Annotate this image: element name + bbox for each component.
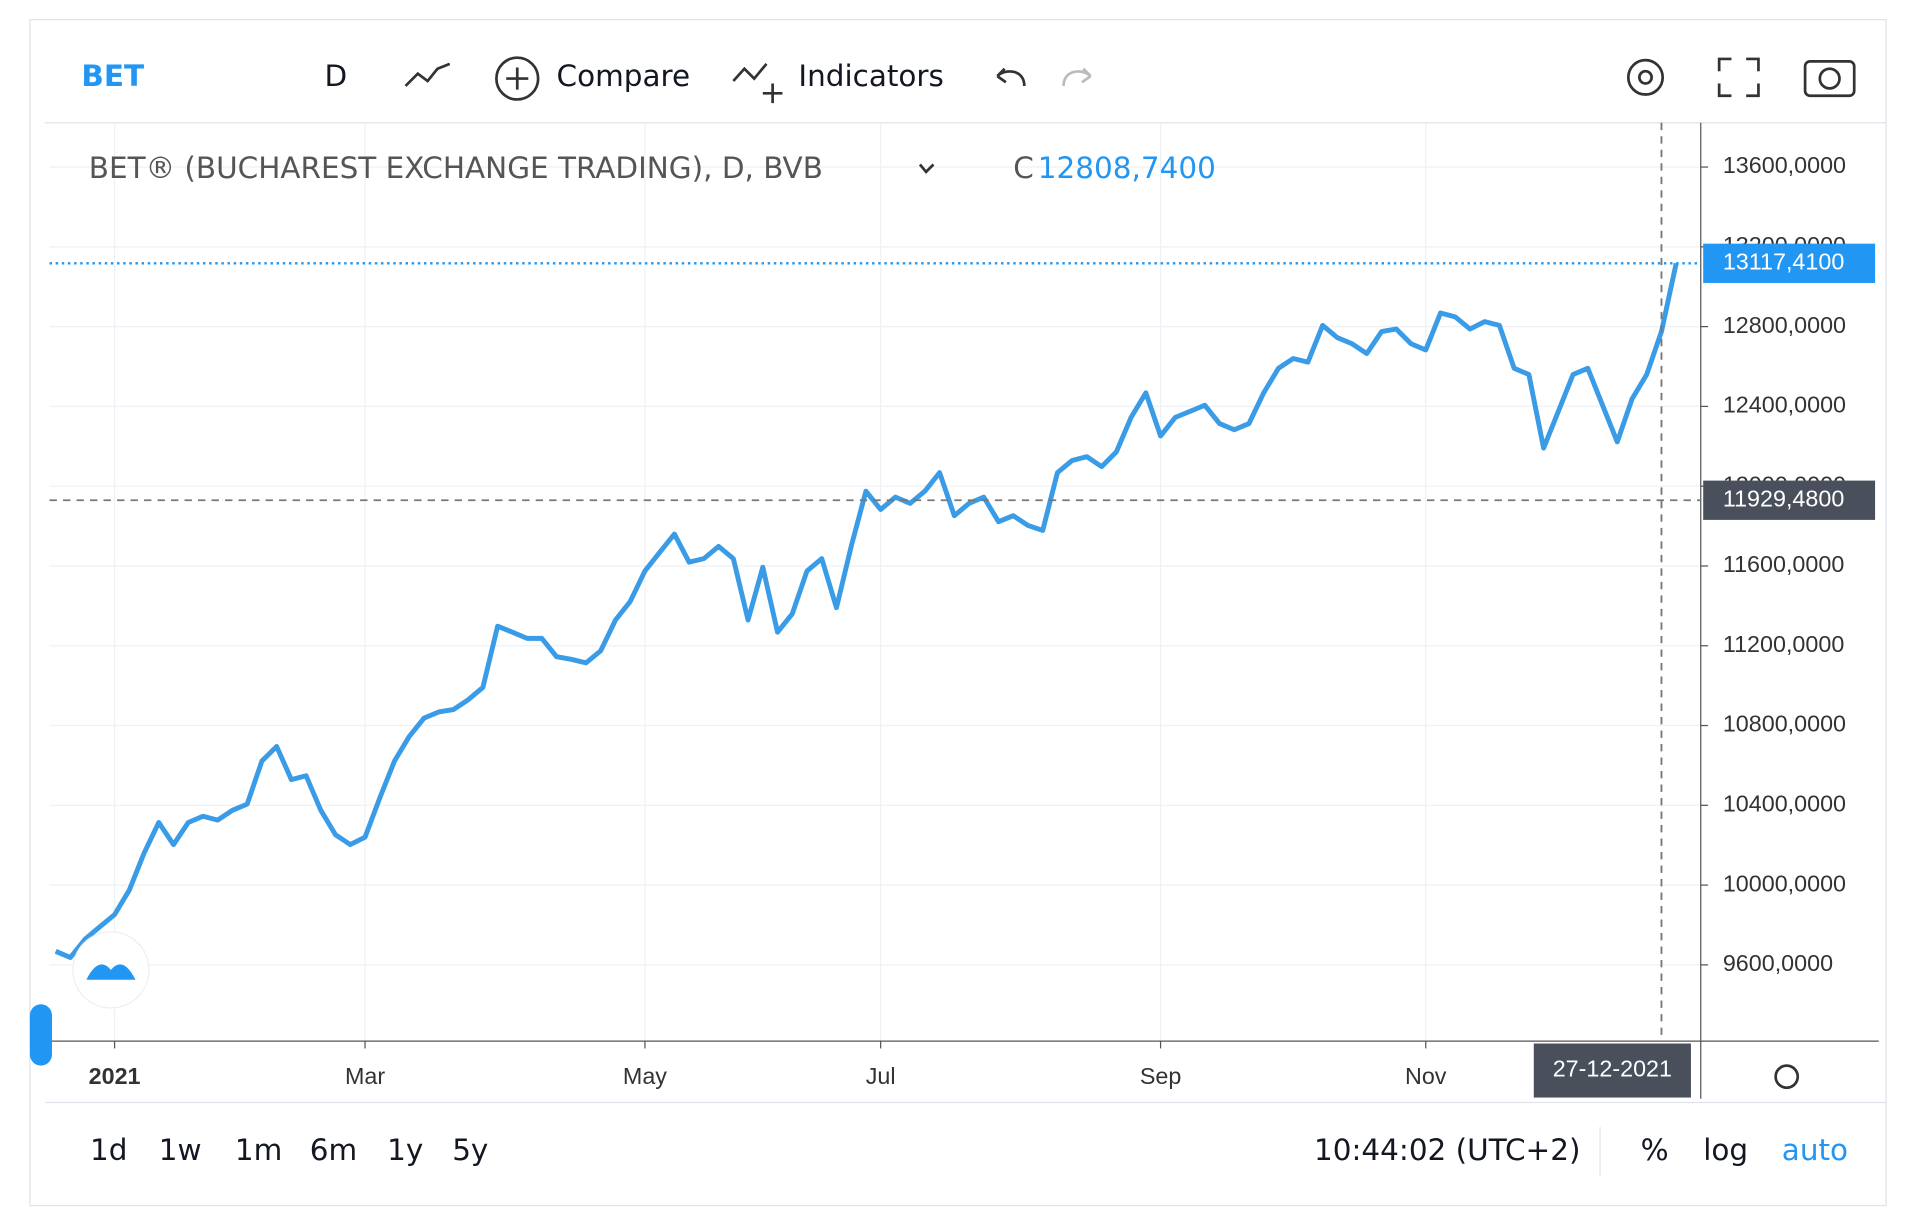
axis-settings[interactable] [1774,1064,1800,1090]
undo-button[interactable] [996,67,1026,87]
compare-icon[interactable] [495,56,540,101]
range-buttons: 1d 1w 1m 6m 1y 5y [90,1133,488,1167]
logo-icon [86,964,136,980]
range-button[interactable]: 1w [159,1133,202,1167]
last-price-badge [1703,243,1876,283]
y-tick-label: 9600,0000 [1723,950,1833,976]
y-tick-label: 11600,0000 [1723,551,1844,577]
fullscreen-button[interactable] [1717,57,1760,98]
redo-button[interactable] [1062,67,1092,87]
range-button[interactable]: 5y [452,1133,488,1167]
symbol-button[interactable]: BET [81,59,144,93]
snapshot-lens [1818,67,1841,90]
range-button[interactable]: 1d [90,1133,127,1167]
clock: 10:44:02 (UTC+2) [1314,1133,1580,1167]
log-button[interactable]: log [1703,1133,1748,1167]
x-tick-label: 2021 [89,1063,141,1089]
interval-button[interactable]: D [325,59,348,93]
y-tick-label: 10400,0000 [1723,790,1846,816]
widget-frame [29,19,1887,1207]
y-tick-label: 10800,0000 [1723,711,1846,737]
legend-close-value: 12808,7400 [1038,151,1216,185]
y-tick-label: 10000,0000 [1723,870,1846,896]
crosshair-date-badge [1533,1043,1691,1098]
range-button[interactable]: 6m [310,1133,357,1167]
compare-plus [506,67,529,90]
y-tick-label: 11200,0000 [1723,631,1844,657]
legend-close-prefix: C [1013,151,1034,185]
side-toggle[interactable] [29,1004,52,1066]
snapshot-button[interactable] [1803,60,1856,98]
crosshair-price-label: 11929,4800 [1723,485,1844,511]
price-line [54,262,1679,960]
y-tick-label: 12800,0000 [1723,312,1846,338]
indicators-icon[interactable] [732,62,783,104]
compare-button[interactable]: Compare [557,59,691,93]
x-tick-label: Mar [345,1063,385,1089]
range-button[interactable]: 1y [387,1133,423,1167]
plot-area: 2021 Mar May Jul Sep Nov 9600,0000 10000,0000 10… [49,122,1879,1099]
settings-button[interactable] [1626,58,1665,96]
crosshair-price-badge [1703,480,1876,520]
x-tick-label: May [623,1063,667,1089]
range-button[interactable]: 1m [235,1133,282,1167]
x-tick-label: Nov [1405,1063,1447,1089]
percent-button[interactable]: % [1641,1133,1669,1167]
legend-dropdown[interactable] [918,163,935,174]
crosshair-date-label: 27-12-2021 [1553,1056,1672,1082]
y-tick-label: 13600,0000 [1723,152,1846,178]
x-tick-label: Jul [866,1063,896,1089]
auto-button[interactable]: auto [1782,1133,1848,1167]
chart-type-icon[interactable] [404,62,451,87]
indicators-button[interactable]: Indicators [798,59,944,93]
legend-title[interactable]: BET® (BUCHAREST EXCHANGE TRADING), D, BV… [89,151,823,185]
last-price-label: 13117,4100 [1723,248,1844,274]
settings-inner [1638,69,1653,85]
y-tick-label: 12400,0000 [1723,392,1846,418]
x-tick-label: Sep [1140,1063,1181,1089]
